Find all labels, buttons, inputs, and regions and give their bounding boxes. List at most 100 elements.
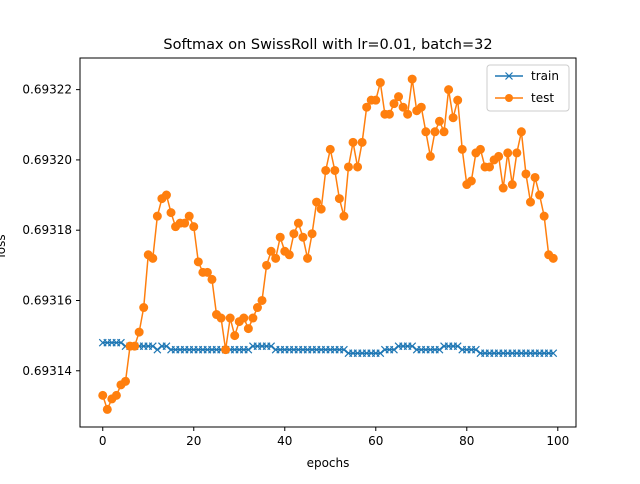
data-point-test bbox=[448, 113, 458, 123]
data-point-test bbox=[357, 137, 367, 147]
data-point-test bbox=[230, 331, 240, 341]
x-axis: 0 20 40 60 80 100 bbox=[99, 427, 569, 448]
data-point-test bbox=[111, 390, 121, 400]
data-point-train bbox=[162, 342, 171, 351]
data-point-train bbox=[471, 345, 480, 354]
data-point-test bbox=[207, 274, 217, 284]
data-point-test bbox=[325, 144, 335, 154]
data-point-test bbox=[353, 162, 363, 172]
y-axis-label: loss bbox=[0, 234, 8, 257]
data-point-test bbox=[457, 144, 467, 154]
data-point-train bbox=[267, 342, 276, 351]
data-point-test bbox=[362, 102, 372, 112]
data-point-test bbox=[130, 341, 140, 351]
data-point-test bbox=[189, 222, 199, 232]
data-point-test bbox=[466, 176, 476, 186]
data-point-test bbox=[339, 211, 349, 221]
data-point-test bbox=[321, 165, 331, 175]
data-point-test bbox=[430, 127, 440, 137]
data-point-test bbox=[398, 102, 408, 112]
y-tick-label: 0.69318 bbox=[22, 223, 72, 237]
data-point-test bbox=[375, 78, 385, 88]
y-axis: 0.69314 0.69316 0.69318 0.69320 0.69322 bbox=[22, 83, 80, 378]
legend: train test bbox=[486, 64, 570, 112]
x-tick-label: 40 bbox=[277, 434, 292, 448]
data-point-test bbox=[102, 404, 112, 414]
data-point-test bbox=[221, 345, 231, 355]
y-tick-label: 0.69314 bbox=[22, 364, 72, 378]
data-point-test bbox=[307, 229, 317, 239]
data-point-test bbox=[444, 85, 454, 95]
x-tick-label: 100 bbox=[546, 434, 569, 448]
data-point-test bbox=[485, 162, 495, 172]
data-point-train bbox=[453, 342, 462, 351]
data-point-test bbox=[275, 232, 285, 242]
data-point-test bbox=[312, 197, 322, 207]
y-tick-label: 0.69320 bbox=[22, 153, 72, 167]
data-point-test bbox=[257, 295, 267, 305]
data-point-test bbox=[225, 313, 235, 323]
data-point-test bbox=[184, 211, 194, 221]
data-point-test bbox=[403, 109, 413, 119]
data-point-train bbox=[117, 338, 125, 347]
data-point-test bbox=[525, 197, 535, 207]
data-point-test bbox=[384, 109, 394, 119]
data-point-test bbox=[548, 253, 558, 263]
data-point-train bbox=[153, 345, 162, 354]
data-point-test bbox=[425, 151, 435, 161]
data-point-test bbox=[421, 127, 431, 137]
x-tick-label: 60 bbox=[368, 434, 383, 448]
data-point-test bbox=[202, 267, 212, 277]
data-point-test bbox=[252, 303, 262, 313]
data-point-test bbox=[334, 194, 344, 204]
data-point-test bbox=[348, 137, 358, 147]
data-point-test bbox=[166, 208, 176, 218]
data-point-train bbox=[340, 345, 348, 354]
data-point-test bbox=[371, 95, 381, 105]
x-tick-label: 20 bbox=[186, 434, 201, 448]
data-point-test bbox=[416, 102, 426, 112]
data-point-train bbox=[376, 349, 385, 358]
data-point-test bbox=[503, 148, 513, 158]
data-point-test bbox=[271, 253, 281, 263]
data-point-test bbox=[134, 327, 144, 337]
data-point-test bbox=[152, 211, 162, 221]
data-point-test bbox=[262, 260, 272, 270]
plot-frame bbox=[79, 57, 577, 428]
data-point-train bbox=[408, 342, 417, 351]
data-point-test bbox=[539, 211, 549, 221]
data-point-train bbox=[148, 342, 157, 351]
data-point-test bbox=[330, 165, 340, 175]
data-point-test bbox=[139, 303, 149, 313]
data-point-test bbox=[148, 253, 158, 263]
data-point-test bbox=[289, 229, 299, 239]
data-point-test bbox=[535, 190, 545, 200]
data-point-test bbox=[512, 148, 522, 158]
data-point-test bbox=[434, 116, 444, 126]
legend-label-train: train bbox=[531, 69, 559, 83]
plot-area bbox=[98, 74, 558, 414]
data-point-test bbox=[298, 232, 308, 242]
data-point-test bbox=[389, 99, 399, 109]
x-tick-label: 80 bbox=[459, 434, 474, 448]
y-tick-label: 0.69316 bbox=[22, 293, 72, 307]
data-point-test bbox=[284, 250, 294, 260]
data-point-test bbox=[193, 257, 203, 267]
data-point-test bbox=[121, 376, 131, 386]
data-point-test bbox=[521, 169, 531, 179]
data-point-test bbox=[507, 180, 517, 190]
chart-title: Softmax on SwissRoll with lr=0.01, batch… bbox=[163, 37, 492, 53]
data-point-test bbox=[293, 218, 303, 228]
legend-marker-test bbox=[505, 94, 513, 102]
data-point-test bbox=[180, 218, 190, 228]
data-point-test bbox=[303, 253, 313, 263]
data-point-train bbox=[549, 349, 558, 358]
data-point-test bbox=[161, 190, 171, 200]
data-point-test bbox=[343, 162, 353, 172]
data-point-test bbox=[439, 127, 449, 137]
data-point-test bbox=[239, 313, 249, 323]
legend-marker-train bbox=[505, 72, 513, 80]
data-point-train bbox=[435, 345, 444, 354]
x-axis-label: epochs bbox=[307, 456, 350, 470]
